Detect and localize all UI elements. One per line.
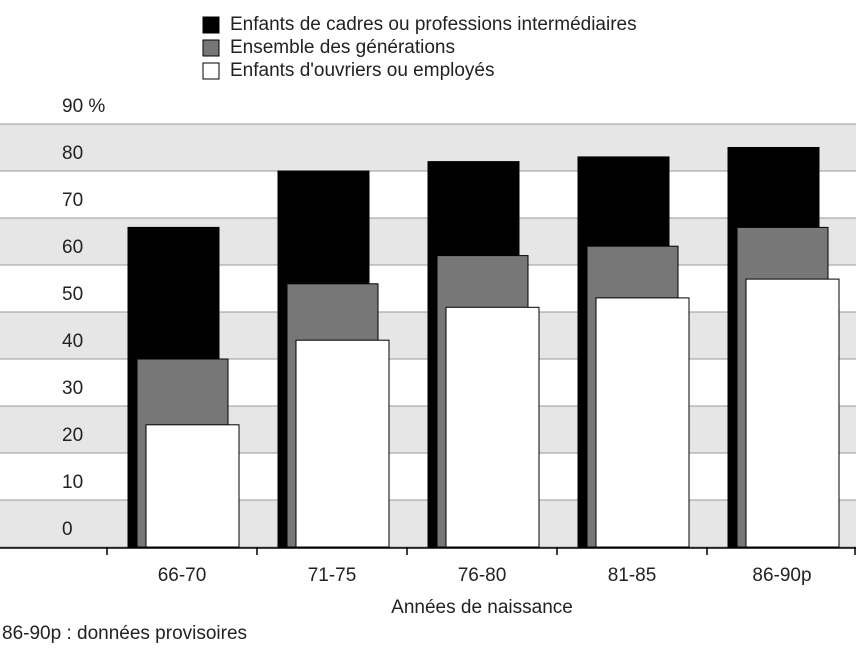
footnote: 86-90p : données provisoires [2,623,247,644]
bar [295,339,390,548]
legend-label: Enfants de cadres ou professions intermé… [230,14,637,35]
legend-swatch [202,16,220,34]
y-tick-label: 90 % [62,96,105,117]
x-tick-label: 71-75 [308,565,357,586]
y-tick-label: 80 [62,143,83,164]
y-tick-label: 40 [62,331,83,352]
bar [595,297,690,548]
legend-label: Ensemble des générations [230,37,455,58]
x-tick-label: 76-80 [458,565,507,586]
y-tick-label: 20 [62,425,83,446]
y-tick-label: 50 [62,284,83,305]
x-tick-label: 66-70 [158,565,207,586]
legend-label: Enfants d'ouvriers ou employés [230,60,495,81]
x-axis-label: Années de naissance [391,597,573,618]
legend-swatch [202,39,220,57]
y-tick-label: 0 [62,519,73,540]
bar [745,278,840,548]
y-tick-label: 10 [62,472,83,493]
x-tick-label: 86-90p [752,565,811,586]
y-tick-label: 30 [62,378,83,399]
y-tick-label: 60 [62,237,83,258]
y-tick-label: 70 [62,190,83,211]
legend-swatch [202,62,220,80]
x-tick-label: 81-85 [608,565,657,586]
bar [145,424,240,548]
bar [445,306,540,548]
